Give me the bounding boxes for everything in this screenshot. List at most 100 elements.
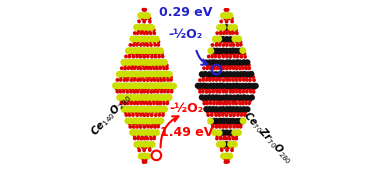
Circle shape [160,90,163,93]
Circle shape [157,52,161,55]
Circle shape [219,40,223,44]
Circle shape [133,133,136,137]
Circle shape [214,83,220,89]
Circle shape [240,83,246,89]
Circle shape [235,125,239,129]
Circle shape [133,66,136,70]
Circle shape [158,66,162,70]
Circle shape [128,82,135,89]
Circle shape [209,71,215,77]
Circle shape [123,94,130,101]
Circle shape [128,113,132,117]
Circle shape [211,125,215,129]
Circle shape [148,71,155,78]
Circle shape [145,106,152,113]
Circle shape [138,153,144,160]
Circle shape [228,78,232,82]
Circle shape [120,59,127,66]
Circle shape [220,87,224,90]
Circle shape [226,87,230,90]
Circle shape [131,110,135,114]
Circle shape [138,87,142,91]
Circle shape [231,90,235,94]
Circle shape [238,90,242,94]
Circle shape [235,90,239,93]
Text: -½O₂: -½O₂ [169,102,203,115]
Circle shape [119,101,123,105]
Circle shape [228,66,232,70]
Circle shape [207,59,213,66]
Circle shape [148,145,152,149]
Circle shape [149,31,153,35]
Circle shape [220,153,227,160]
Circle shape [156,43,160,47]
Circle shape [227,134,231,137]
Circle shape [161,110,165,114]
Circle shape [151,117,158,124]
Circle shape [226,64,230,67]
Circle shape [237,60,243,66]
Circle shape [141,47,147,54]
Circle shape [144,122,148,126]
Circle shape [159,75,163,79]
Circle shape [158,98,162,102]
Circle shape [228,137,232,141]
Circle shape [243,87,246,90]
Circle shape [223,8,227,12]
Circle shape [219,137,223,140]
Circle shape [228,55,232,59]
Circle shape [133,71,141,78]
Circle shape [153,118,161,124]
Circle shape [141,129,147,136]
Circle shape [220,106,226,112]
Circle shape [144,110,148,114]
Circle shape [139,125,143,129]
Circle shape [132,43,136,47]
Circle shape [124,110,127,114]
Circle shape [163,71,169,77]
Circle shape [230,148,234,152]
Circle shape [233,64,237,67]
Circle shape [233,87,237,91]
Circle shape [141,52,145,56]
Circle shape [230,118,236,124]
Circle shape [220,64,223,67]
Circle shape [218,43,222,47]
Circle shape [217,113,221,117]
Circle shape [223,63,227,67]
Circle shape [224,71,230,77]
Circle shape [223,87,227,91]
Circle shape [209,66,212,70]
Circle shape [215,134,219,137]
Circle shape [224,129,230,136]
Circle shape [248,99,252,102]
Circle shape [148,40,152,44]
Circle shape [216,129,223,136]
Circle shape [225,31,229,35]
Circle shape [124,113,128,117]
Circle shape [136,66,140,70]
Circle shape [130,71,137,77]
Circle shape [207,118,214,124]
Circle shape [203,95,209,101]
Circle shape [124,54,128,58]
Circle shape [214,113,218,117]
Circle shape [223,141,230,147]
Circle shape [118,87,122,90]
Circle shape [141,157,145,161]
Circle shape [222,66,225,70]
Circle shape [223,24,229,30]
Circle shape [136,40,140,44]
Circle shape [252,90,256,94]
Circle shape [138,94,144,101]
Circle shape [139,101,143,105]
Circle shape [144,82,151,89]
Circle shape [147,52,151,55]
Circle shape [243,55,247,59]
Circle shape [232,125,236,129]
Circle shape [160,82,167,89]
Circle shape [241,101,245,105]
Circle shape [209,99,213,102]
Circle shape [159,94,166,101]
Circle shape [241,94,247,100]
